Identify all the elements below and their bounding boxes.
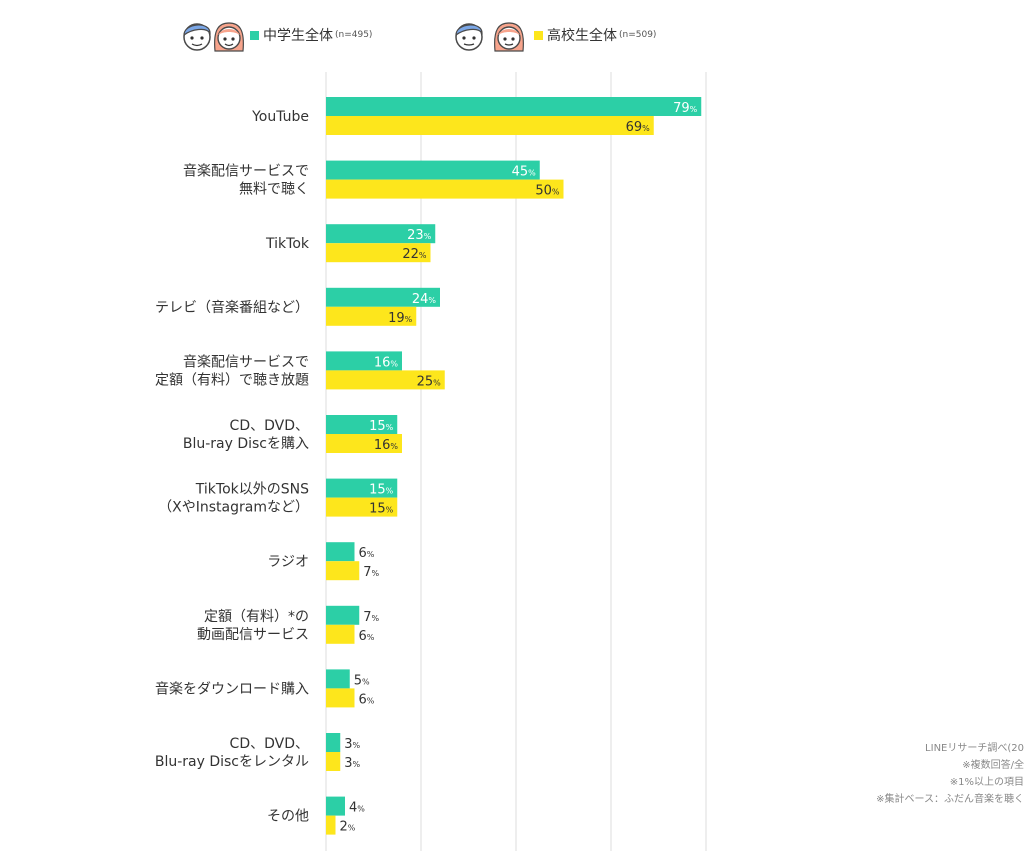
category-label: 定額（有料）*の動画配信サービス (197, 609, 309, 643)
bar-junior-high (326, 160, 540, 180)
bar-junior-high (326, 669, 350, 689)
data-label: 23% (407, 228, 432, 243)
junior-high-label: 中学生全体 (263, 28, 333, 44)
data-label: 6% (359, 629, 375, 644)
bar-high-school (326, 688, 355, 708)
note-line: ※集計ベース：ふだん音楽を聴く (876, 794, 1024, 805)
note-line: ※複数回答/全 (962, 760, 1024, 771)
category-label: 音楽配信サービスで定額（有料）で聴き放題 (155, 353, 309, 388)
bar-high-school (326, 497, 398, 517)
category-label: YouTube (251, 109, 309, 125)
bar-junior-high (326, 287, 440, 307)
data-label: 4% (349, 801, 365, 816)
data-label: 24% (412, 292, 437, 307)
category-label: TikTok (265, 236, 310, 252)
data-label: 6% (359, 546, 375, 561)
bar-junior-high (326, 796, 345, 816)
boy-face-icon (455, 23, 483, 51)
bar-junior-high (326, 224, 436, 244)
boy-girl-face-icon (455, 22, 524, 52)
data-label: 16% (374, 438, 399, 453)
girl-face-icon (494, 22, 524, 52)
source-notes: LINEリサーチ調べ(20 ※複数回答/全 ※1%以上の項目 ※集計ベース：ふだ… (876, 740, 1024, 808)
junior-high-n: (n=495) (335, 30, 373, 40)
legend-junior-high: 中学生全体 (n=495) (180, 18, 372, 52)
bar-junior-high (326, 97, 702, 116)
bar-junior-high (326, 351, 402, 371)
data-label: 19% (388, 311, 413, 326)
boy-girl-face-icon (183, 22, 244, 52)
data-label: 3% (344, 756, 360, 771)
high-school-faces (452, 17, 530, 53)
data-label: 50% (535, 184, 560, 199)
junior-high-swatch (250, 30, 259, 40)
data-label: 5% (354, 673, 370, 688)
bar-high-school (326, 561, 360, 581)
bar-high-school (326, 434, 402, 453)
bar-junior-high (326, 415, 398, 434)
data-label: 15% (369, 419, 394, 434)
data-label: 79% (673, 101, 698, 116)
category-label: 音楽配信サービスで無料で聴く (183, 163, 309, 198)
high-school-n: (n=509) (619, 30, 657, 40)
bar-high-school (326, 116, 654, 135)
bar-junior-high (326, 733, 341, 752)
data-label: 45% (512, 165, 537, 180)
bar-high-school (326, 179, 564, 199)
legend-high-school: 高校生全体 (n=509) (452, 18, 656, 52)
bar-junior-high (326, 478, 398, 498)
junior-high-faces (180, 17, 246, 53)
bar-high-school (326, 370, 445, 390)
category-label: テレビ（音楽番組など） (155, 299, 309, 316)
category-label: 音楽をダウンロード購入 (155, 680, 309, 697)
note-line: ※1%以上の項目 (949, 777, 1024, 788)
data-label: 3% (344, 737, 360, 752)
data-label: 69% (626, 120, 651, 135)
bar-high-school (326, 815, 336, 835)
data-label: 25% (417, 374, 442, 389)
note-line: LINEリサーチ調べ(20 (925, 743, 1024, 754)
bar-high-school (326, 752, 341, 771)
data-label: 7% (363, 565, 379, 580)
data-label: 16% (374, 355, 399, 370)
bar-junior-high (326, 542, 355, 562)
girl-face-icon (214, 22, 244, 52)
bar-junior-high (326, 605, 360, 625)
high-school-label: 高校生全体 (547, 28, 617, 44)
data-label: 6% (359, 692, 375, 707)
category-label: CD、DVD、 Blu-ray Discを購入 (183, 418, 309, 452)
data-label: 15% (369, 502, 394, 517)
category-label: その他 (267, 809, 309, 825)
category-label: ラジオ (267, 554, 309, 570)
category-label: CD、DVD、 Blu-ray Discをレンタル (155, 736, 309, 770)
bar-high-school (326, 306, 417, 326)
data-label: 22% (402, 247, 427, 262)
data-label: 7% (363, 610, 379, 625)
boy-face-icon (183, 23, 211, 51)
high-school-swatch (534, 30, 543, 40)
data-label: 15% (369, 483, 394, 498)
data-label: 2% (340, 820, 356, 835)
bar-high-school (326, 243, 431, 263)
category-label: TikTok以外のSNS （XやInstagramなど） (158, 482, 309, 516)
bar-high-school (326, 624, 355, 644)
